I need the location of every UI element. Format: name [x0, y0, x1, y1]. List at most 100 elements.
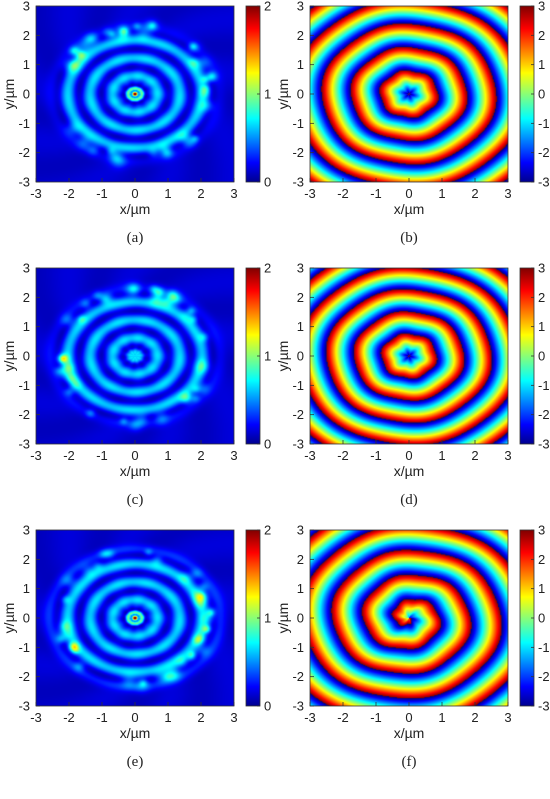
colorbar-tick-label: -3 — [538, 437, 550, 452]
y-tick-label: 1 — [23, 581, 30, 596]
x-tick-label: 2 — [197, 710, 204, 725]
panel-caption: (f) — [402, 754, 417, 770]
y-tick-label: 1 — [297, 57, 304, 72]
colorbar-tick-label: 0 — [538, 349, 545, 364]
x-tick-label: 2 — [471, 448, 478, 463]
x-axis-label: x/µm — [394, 725, 425, 741]
x-axis-label: x/µm — [394, 463, 425, 479]
y-tick-label: -3 — [18, 437, 30, 452]
y-tick-label: 3 — [297, 0, 304, 14]
x-axis-label: x/µm — [120, 463, 151, 479]
x-axis-label: x/µm — [120, 201, 151, 217]
x-tick-label: -2 — [63, 448, 75, 463]
x-tick-label: -3 — [304, 710, 316, 725]
intensity-map-c — [36, 268, 234, 444]
x-tick-label: 3 — [230, 186, 237, 201]
colorbar-tick-label: -2 — [538, 145, 550, 160]
colorbar-tick-label: 1 — [264, 87, 271, 102]
colorbar-tick-label: -3 — [538, 699, 550, 714]
y-tick-label: -1 — [18, 640, 30, 655]
x-tick-label: -2 — [337, 448, 349, 463]
y-tick-label: -3 — [292, 175, 304, 190]
y-tick-label: 0 — [23, 611, 30, 626]
x-tick-label: -2 — [337, 186, 349, 201]
x-tick-label: -3 — [30, 186, 42, 201]
panel-a: -3 -2 -1 0 1 2 3 3 2 1 0 -1 -2 -3 x/µm y/µm 2 1 0 (a) — [1, 0, 271, 246]
colorbar-tick-label: 1 — [538, 581, 545, 596]
y-tick-label: -3 — [18, 699, 30, 714]
x-tick-label: 3 — [230, 448, 237, 463]
x-tick-label: 0 — [405, 448, 412, 463]
y-tick-label: 3 — [297, 261, 304, 276]
x-tick-label: 0 — [405, 186, 412, 201]
y-axis-label: y/µm — [1, 79, 17, 110]
x-axis-label: x/µm — [394, 201, 425, 217]
x-tick-label: 1 — [438, 710, 445, 725]
x-tick-label: -3 — [304, 186, 316, 201]
intensity-map-e — [36, 530, 234, 706]
x-tick-label: 1 — [164, 448, 171, 463]
x-tick-label: 3 — [504, 186, 511, 201]
colorbar-tick-label: 2 — [264, 0, 271, 14]
x-tick-label: 1 — [438, 186, 445, 201]
y-tick-label: -2 — [18, 407, 30, 422]
x-tick-label: -3 — [30, 448, 42, 463]
colorbar-tick-label: 1 — [264, 349, 271, 364]
colorbar-tick-label: 2 — [538, 552, 545, 567]
panel-caption: (c) — [127, 492, 144, 508]
panel-caption: (b) — [400, 230, 418, 246]
phase-map-d — [310, 268, 508, 444]
y-tick-label: 1 — [297, 581, 304, 596]
panel-e: -3 -2 -1 0 1 2 3 3 2 1 0 -1 -2 -3 x/µm y/µm 2 1 0 (e) — [1, 523, 271, 771]
y-tick-label: -2 — [18, 669, 30, 684]
colorbar-tick-label: -1 — [538, 378, 550, 393]
y-tick-label: 0 — [23, 87, 30, 102]
panel-caption: (e) — [127, 754, 144, 770]
colorbar-tick-label: 0 — [538, 611, 545, 626]
y-tick-label: 0 — [297, 349, 304, 364]
x-tick-label: -1 — [370, 186, 382, 201]
y-tick-label: -3 — [292, 437, 304, 452]
panel-caption: (a) — [127, 230, 144, 246]
y-tick-label: 0 — [297, 87, 304, 102]
colorbar-tick-label: 2 — [538, 290, 545, 305]
x-tick-label: 3 — [504, 710, 511, 725]
y-tick-label: 3 — [23, 261, 30, 276]
colorbar-tick-label: 2 — [264, 261, 271, 276]
y-tick-label: -2 — [292, 407, 304, 422]
x-tick-label: 2 — [471, 186, 478, 201]
x-tick-label: 0 — [405, 710, 412, 725]
colorbar-tick-label: -1 — [538, 116, 550, 131]
x-tick-label: 0 — [131, 710, 138, 725]
y-tick-label: -1 — [292, 116, 304, 131]
colorbar-tick-label: 0 — [538, 87, 545, 102]
y-tick-label: -1 — [292, 378, 304, 393]
x-tick-label: -3 — [304, 448, 316, 463]
phase-map-b — [310, 6, 508, 182]
panel-c: -3 -2 -1 0 1 2 3 3 2 1 0 -1 -2 -3 x/µm y/µm 2 1 0 (c) — [1, 261, 271, 509]
x-tick-label: 1 — [164, 710, 171, 725]
panel-caption: (d) — [400, 492, 418, 508]
panel-b: -3 -2 -1 0 1 2 3 3 2 1 0 -1 -2 -3 x/µm y/µm 3 2 1 0 -1 -2 -3 (b… — [275, 0, 550, 246]
colorbar-tick-label: 3 — [538, 0, 545, 14]
y-tick-label: 3 — [23, 523, 30, 538]
x-tick-label: 3 — [230, 710, 237, 725]
colorbar-tick-label: 3 — [538, 523, 545, 538]
x-tick-label: -1 — [96, 710, 108, 725]
y-tick-label: 2 — [23, 28, 30, 43]
colorbar-tick-label: 3 — [538, 261, 545, 276]
y-tick-label: 0 — [23, 349, 30, 364]
x-tick-label: 2 — [471, 710, 478, 725]
y-axis-label: y/µm — [275, 79, 291, 110]
colorbar-tick-label: 1 — [538, 319, 545, 334]
colorbar-tick-label: -2 — [538, 407, 550, 422]
y-tick-label: 3 — [297, 523, 304, 538]
y-tick-label: 2 — [297, 28, 304, 43]
y-tick-label: -1 — [292, 640, 304, 655]
y-tick-label: -2 — [292, 145, 304, 160]
y-tick-label: 0 — [297, 611, 304, 626]
intensity-map-a — [36, 6, 234, 182]
x-tick-label: -2 — [63, 710, 75, 725]
colorbar-tick-label: -3 — [538, 175, 550, 190]
y-tick-label: 1 — [23, 57, 30, 72]
